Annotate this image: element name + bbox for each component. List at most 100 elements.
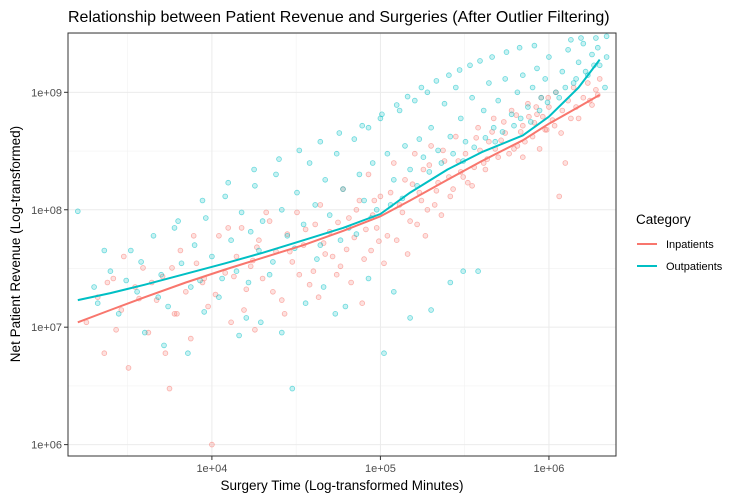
point-outpatients [165,303,171,310]
point-outpatients [257,319,264,326]
y-axis-title: Net Patient Revenue (Log-transformed) [8,126,23,362]
point-outpatients [251,166,257,173]
point-outpatients [158,271,165,278]
point-outpatients [593,35,599,41]
point-inpatients [294,209,300,216]
point-inpatients [402,177,408,183]
point-outpatients [302,300,309,307]
point-inpatients [121,253,127,260]
point-inpatients [205,303,211,310]
point-inpatients [596,76,603,82]
point-inpatients [424,207,431,213]
point-outpatients [542,76,548,82]
point-outpatients [178,260,185,267]
point-inpatients [377,193,384,200]
point-outpatients [209,253,215,260]
trend-line-inpatients [77,94,601,324]
legend-item-inpatients: Inpatients [637,239,714,251]
point-inpatients [584,80,591,86]
point-outpatients [270,259,276,265]
point-outpatients [243,315,250,321]
point-outpatients [201,309,208,315]
point-inpatients [113,326,119,333]
point-outpatients [161,342,167,349]
point-inpatients [333,271,340,278]
point-inpatients [387,189,394,196]
point-inpatients [543,127,550,133]
point-outpatients [361,197,367,204]
point-outpatients [565,46,571,53]
point-outpatients [219,275,225,282]
point-inpatients [104,279,111,286]
trend-line-outpatients [77,58,601,302]
point-inpatients [546,104,552,110]
point-inpatients [498,137,504,144]
point-inpatients [575,115,582,122]
point-inpatients [371,197,378,204]
point-outpatients [462,138,469,145]
point-inpatients [589,102,595,108]
point-inpatients [418,197,425,204]
point-outpatients [300,221,307,228]
point-outpatients [245,279,252,286]
point-inpatients [162,350,169,357]
point-inpatients [464,179,471,186]
point-outpatients [502,76,509,82]
point-inpatients [368,247,374,254]
point-outpatients [511,122,517,129]
point-inpatients [228,319,234,326]
x-axis-title: Surgery Time (Log-transformed Minutes) [220,478,463,493]
point-outpatients [603,54,610,60]
y-axis-ticks: 1e+06 1e+07 1e+08 1e+09 [31,87,68,452]
point-outpatients [273,171,279,178]
point-outpatients [312,202,319,208]
point-outpatients [278,329,285,336]
point-inpatients [393,237,400,244]
point-inpatients [407,218,413,224]
point-inpatients [519,122,526,129]
point-outpatients [369,160,376,166]
point-outpatients [495,97,502,104]
point-inpatients [174,310,180,317]
point-inpatients [312,221,319,228]
point-outpatients [216,294,222,301]
point-outpatients [259,218,266,224]
point-inpatients [462,150,469,157]
point-inpatients [310,268,317,275]
point-inpatients [278,297,285,303]
point-inpatients [225,225,232,231]
point-outpatients [356,171,363,178]
point-outpatients [556,94,562,101]
point-inpatients [545,94,551,101]
point-inpatients [390,160,397,166]
point-inpatients [335,219,341,226]
point-inpatients [315,294,322,301]
point-inpatients [337,263,344,270]
point-outpatients [390,177,397,183]
point-outpatients [580,40,587,47]
point-outpatients [456,67,463,73]
legend-title: Category [636,212,691,227]
point-inpatients [302,226,309,233]
point-outpatients [185,350,191,357]
point-outpatients [314,256,320,262]
point-outpatients [503,49,510,55]
point-outpatients [379,111,385,118]
point-inpatients [420,166,427,173]
point-outpatients [544,99,551,106]
point-outpatients [342,303,349,310]
point-inpatients [551,122,558,129]
point-outpatients [516,44,523,51]
point-inpatients [486,138,492,145]
point-inpatients [414,221,420,228]
y-tick-label: 1e+07 [31,322,62,334]
point-outpatients [407,315,413,321]
point-inpatients [140,265,146,271]
point-inpatients [209,441,215,448]
point-outpatients [446,72,452,78]
point-inpatients [447,193,454,200]
point-outpatients [320,284,327,290]
point-inpatients [506,150,512,157]
point-outpatients [238,209,245,216]
point-inpatients [411,150,418,157]
